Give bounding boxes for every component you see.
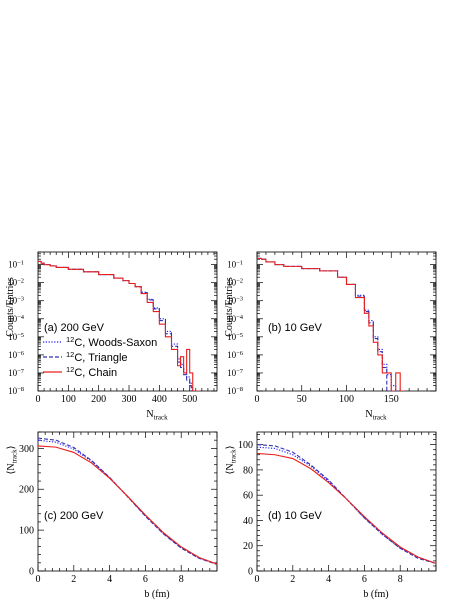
series-group: [38, 260, 200, 391]
x-tick-label: 2: [71, 574, 76, 585]
x-tick-label: 0: [36, 574, 41, 585]
y-axis-label: Counts/Entries: [5, 277, 16, 337]
x-tick-label: 4: [326, 574, 331, 585]
series-group: [38, 437, 217, 565]
x-tick-label: 150: [384, 394, 399, 405]
x-tick-label: 300: [122, 394, 137, 405]
y-tick-label: 10−5: [8, 331, 24, 342]
x-tick-label: 8: [179, 574, 184, 585]
x-axis-label: b (fm): [363, 589, 388, 600]
y-tick-label: 10−2: [8, 277, 24, 288]
y-tick-label: 10−1: [8, 259, 24, 270]
series-line-dotted: [257, 446, 436, 564]
y-axis-label: Counts/Entries: [224, 277, 235, 337]
x-tick-label: 4: [107, 574, 112, 585]
series-group: [257, 257, 405, 391]
y-axis-label: ⟨Ntrack⟩: [6, 445, 19, 474]
chart-panel-a: 0 100 200 300 400 500 10−8 10−7 10−6 10−5 10−4 10−3…: [5, 251, 218, 422]
y-tick-label: 10−4: [8, 313, 25, 324]
x-axis-label: Ntrack: [365, 409, 387, 422]
plot-frame: [37, 431, 218, 572]
y-tick-label: 100: [238, 440, 253, 451]
x-tick-label: 0: [255, 574, 260, 585]
x-tick-label: 8: [398, 574, 403, 585]
y-tick-label: 60: [243, 491, 253, 502]
x-tick-label: 400: [152, 394, 167, 405]
y-tick-label: 200: [19, 485, 34, 496]
y-tick-label: 10−7: [8, 367, 25, 378]
series-line-solid: [38, 260, 200, 391]
panel-annotation: (d) 10 GeV: [268, 510, 322, 522]
series-line-dashed: [38, 437, 217, 565]
y-tick-label: 10−6: [227, 349, 244, 360]
x-axis-label: b (fm): [144, 589, 169, 600]
y-tick-label: 10−3: [227, 295, 243, 306]
y-tick-label: 10−2: [227, 277, 243, 288]
y-tick-label: 10−8: [8, 386, 24, 397]
plot-frame: [256, 431, 437, 572]
x-tick-label: 0: [255, 394, 260, 405]
legend-label: 12C, Woods-Saxon: [66, 335, 157, 350]
x-axis-label: Ntrack: [146, 409, 168, 422]
series-line-dotted: [38, 439, 217, 565]
x-tick-label: 500: [182, 394, 197, 405]
panel-annotation: (c) 200 GeV: [44, 510, 104, 522]
y-tick-label: 10−6: [8, 349, 25, 360]
y-tick-label: 20: [243, 541, 253, 552]
y-tick-label: 10−8: [227, 386, 243, 397]
y-tick-label: 10−4: [227, 313, 244, 324]
y-tick-label: 10−3: [8, 295, 24, 306]
y-tick-label: 80: [243, 465, 253, 476]
series-line-solid: [38, 445, 217, 565]
series-group: [257, 444, 436, 564]
series-line-solid: [257, 257, 405, 391]
panel-annotation: (a) 200 GeV: [44, 322, 105, 334]
y-tick-label: 10−1: [227, 259, 243, 270]
chart-panel-b: 0 50 100 150 10−8 10−7 10−6 10−5 10−4 10−3 10−2 10−…: [224, 251, 437, 422]
x-tick-label: 0: [36, 394, 41, 405]
y-tick-label: 10−5: [227, 331, 243, 342]
x-tick-label: 6: [362, 574, 367, 585]
y-tick-label: 0: [29, 567, 34, 578]
y-tick-label: 100: [19, 526, 34, 537]
panel-annotation: (b) 10 GeV: [268, 322, 322, 334]
chart-panel-c: 0 2 4 6 8 0 100 200 300 b (fm) ⟨Ntrack⟩ (c) 200 GeV: [6, 431, 218, 600]
series-line-dashed: [257, 444, 436, 564]
y-tick-label: 300: [19, 444, 34, 455]
x-tick-label: 6: [143, 574, 148, 585]
y-axis-label: ⟨Ntrack⟩: [225, 445, 238, 474]
x-tick-label: 200: [91, 394, 106, 405]
x-tick-label: 50: [297, 394, 307, 405]
legend-label: 12C, Chain: [66, 365, 117, 380]
legend-label: 12C, Triangle: [66, 350, 128, 365]
x-tick-label: 2: [290, 574, 295, 585]
x-tick-label: 100: [61, 394, 76, 405]
y-tick-label: 10−7: [227, 367, 244, 378]
series-line-solid: [257, 452, 436, 564]
x-tick-label: 100: [339, 394, 354, 405]
y-tick-label: 0: [248, 567, 253, 578]
y-tick-label: 40: [243, 516, 253, 527]
